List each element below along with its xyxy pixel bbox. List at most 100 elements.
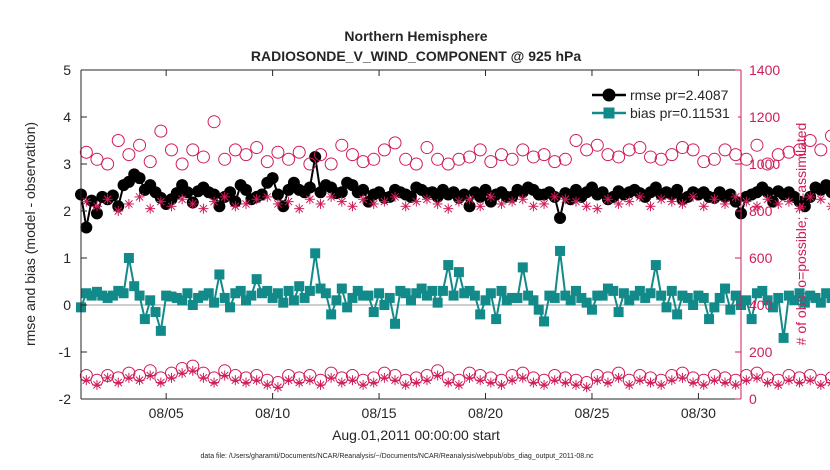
bias-pr-0-11531-point: [730, 290, 741, 301]
assimilated-obs-low--point-stroke: [188, 366, 197, 375]
bias-pr-0-11531-point: [241, 295, 251, 306]
possible-obs-point: [441, 157, 455, 171]
y-right-tick-label: 1200: [749, 109, 780, 125]
y-right-tick-label: 600: [749, 250, 773, 266]
assimilated-obs-point: [783, 196, 794, 207]
assimilated-obs-point: [358, 194, 369, 205]
assimilated-obs-point-stroke: [742, 197, 751, 206]
possible-obs-point: [824, 129, 830, 143]
assimilated-obs-point: [751, 201, 762, 212]
bias-pr-0-11531-point: [602, 283, 613, 294]
bias-pr-0-11531-point: [805, 290, 816, 301]
bias-pr-0-11531-point: [597, 290, 608, 301]
assimilated-obs-point-stroke: [529, 202, 538, 211]
bias-pr-0-11531-point: [629, 290, 640, 301]
assimilated-obs-point-stroke: [518, 195, 527, 204]
bias-pr-0-11531-point: [613, 307, 624, 318]
assimilated-obs-low--point-stroke: [508, 376, 517, 385]
bias-pr-0-11531-point: [113, 285, 124, 296]
bias-pr-0-11531-point: [395, 285, 406, 296]
bias-pr-0-11531-point: [214, 269, 225, 280]
bias-pr-0-11531-point: [310, 248, 321, 259]
possible-obs-point: [707, 152, 721, 166]
assimilated-obs-point-stroke: [359, 195, 368, 204]
assimilated-obs-low--point: [347, 375, 358, 386]
y-tick-label: -2: [59, 391, 72, 407]
assimilated-obs-low--point: [113, 377, 124, 388]
assimilated-obs-point: [613, 198, 624, 209]
possible-obs-point: [494, 148, 508, 162]
assimilated-obs-low--point: [230, 375, 241, 386]
assimilated-obs-point: [571, 196, 581, 207]
bias-pr-0-11531-point: [331, 295, 342, 306]
assimilated-obs-low--point: [272, 382, 283, 393]
assimilated-obs-low--point-stroke: [486, 378, 495, 387]
assimilated-obs-point-stroke: [273, 199, 282, 208]
assimilated-obs-low--point-stroke: [273, 383, 282, 392]
assimilated-obs-low--point-stroke: [412, 378, 421, 387]
legend: rmse pr=2.4087 bias pr=0.11531: [588, 86, 738, 124]
assimilated-obs-point-stroke: [646, 202, 655, 211]
bias-pr-0-11531-point: [251, 274, 262, 285]
possible-obs-point: [101, 157, 115, 171]
assimilated-obs-point-stroke: [210, 197, 219, 206]
bias-pr-0-11531-point: [783, 290, 794, 301]
assimilated-obs-point-stroke: [444, 204, 453, 213]
assimilated-obs-low--point: [453, 379, 464, 390]
assimilated-obs-point-stroke: [167, 202, 176, 211]
assimilated-obs-low--point: [315, 379, 326, 390]
possible-obs-point: [729, 148, 743, 162]
bias-pr-0-11531-point: [304, 285, 315, 296]
assimilated-obs-low--point-stroke: [763, 378, 772, 387]
assimilated-obs-low--point: [432, 370, 443, 381]
rmse-pr-2-4087-point: [479, 183, 492, 196]
possible-obs-point: [335, 138, 349, 152]
bias-pr-0-11531-point: [539, 316, 550, 327]
bias-pr-0-11531-point: [512, 292, 523, 303]
assimilated-obs-low--point-stroke: [146, 371, 155, 380]
assimilated-obs-point: [91, 201, 102, 212]
possible-obs-point: [420, 141, 434, 155]
assimilated-obs-point: [166, 201, 177, 212]
assimilated-obs-point-stroke: [816, 195, 825, 204]
assimilated-obs-point-stroke: [103, 195, 112, 204]
assimilated-obs-point-stroke: [582, 202, 591, 211]
assimilated-obs-low--point: [549, 375, 560, 386]
possible-obs-point: [526, 150, 540, 164]
bias-pr-0-11531-point: [475, 309, 486, 320]
assimilated-obs-low--point-stroke: [454, 380, 463, 389]
bias-pr-0-11531-point: [666, 285, 677, 296]
bias-pr-0-11531-point: [187, 300, 198, 310]
bias-pr-0-11531-point: [533, 304, 544, 315]
y-right-tick-label: 200: [749, 344, 773, 360]
assimilated-obs-low--point: [475, 375, 486, 386]
bias-pr-0-11531-point: [235, 285, 246, 296]
possible-obs-low--point: [824, 371, 830, 385]
possible-obs-point: [186, 143, 200, 157]
possible-obs-point: [633, 141, 647, 155]
assimilated-obs-point: [720, 198, 731, 209]
bias-pr-0-11531-point: [123, 253, 134, 263]
bias-pr-0-11531-point: [767, 302, 778, 313]
possible-obs-point: [356, 155, 370, 169]
assimilated-obs-point-stroke: [316, 199, 325, 208]
possible-obs-point: [196, 150, 210, 164]
assimilated-obs-low--point: [709, 375, 720, 386]
bias-pr-0-11531-point: [746, 314, 757, 325]
assimilated-obs-low--point: [390, 375, 401, 386]
possible-obs-point: [803, 134, 817, 147]
possible-obs-point: [622, 143, 636, 157]
assimilated-obs-point-stroke: [263, 192, 272, 201]
assimilated-obs-low--point-stroke: [582, 383, 591, 392]
bias-pr-0-11531-point: [400, 288, 411, 299]
assimilated-obs-low--point-stroke: [252, 376, 261, 385]
possible-obs-point: [154, 124, 168, 138]
assimilated-obs-point: [336, 196, 347, 207]
x-tick-label: 08/15: [362, 405, 397, 421]
assimilated-obs-point: [815, 194, 826, 205]
assimilated-obs-low--point: [507, 375, 518, 386]
assimilated-obs-low--point: [326, 372, 337, 383]
bias-pr-0-11531-point: [592, 290, 603, 301]
bias-pr-0-11531-point: [576, 292, 587, 303]
assimilated-obs-point-stroke: [635, 192, 644, 201]
